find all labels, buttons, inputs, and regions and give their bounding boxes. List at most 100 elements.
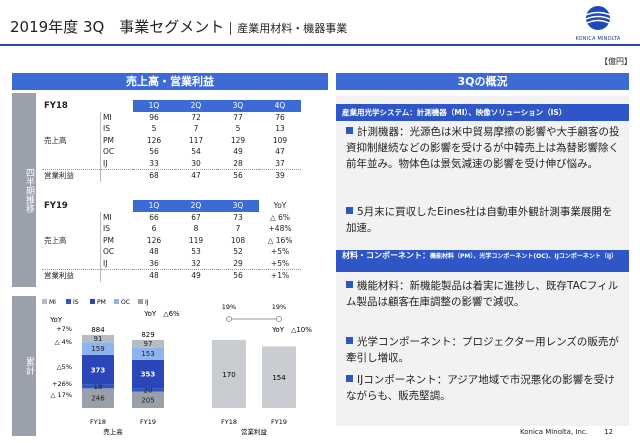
column-header: 1Q (133, 200, 175, 212)
segment-label: IS (100, 123, 133, 135)
table-cell: 28 (233, 158, 243, 168)
legend-label: MI (49, 299, 56, 306)
section-materials: 材料・コンポーネント：機能材料（PM）、光学コンポーネント(OC)、IJコンポー… (336, 250, 629, 272)
row-label (42, 158, 101, 170)
table-cell: 7 (235, 224, 241, 234)
table-row: 営業利益 68 47 56 39 (42, 169, 301, 182)
table-cell: 47 (191, 171, 201, 181)
segment-label: OC (100, 146, 133, 158)
table-row: OC 48 53 52 +5% (42, 246, 301, 258)
table-cell: 7 (193, 124, 199, 134)
header-rule (0, 44, 640, 46)
footer-company: Konica Minolta, Inc. (520, 428, 588, 436)
legend-swatch (42, 299, 47, 304)
table-cell: 49 (191, 271, 201, 281)
table-cell: 126 (146, 135, 162, 145)
yoy-label: △ 17% (50, 391, 72, 399)
legend-swatch (138, 299, 143, 304)
table-cell: 29 (233, 258, 243, 268)
table-cell: +48% (268, 224, 292, 234)
table-cell: 53 (191, 247, 201, 257)
bar-value-label: 153 (141, 350, 154, 358)
table-cell: 30 (191, 158, 201, 168)
row-label: 営業利益 (44, 271, 74, 281)
fy18-table-wrap: FY18 1Q 2Q 3Q 4Q MI 96 72 77 76 IS 5 7 5 13 売上高 PM 1… (42, 100, 301, 182)
row-label: 売上高 (44, 135, 67, 145)
fy19-rows: MI 66 67 73 △ 6% IS 6 8 7 +48% 売上高 PM 126 119 108 △ 16%… (42, 211, 301, 282)
fy18-rows: MI 96 72 77 76 IS 5 7 5 13 売上高 PM 126 117 129 109 OC 56 54… (42, 111, 301, 182)
table-cell: 48 (149, 247, 159, 257)
profit-group-label: 営業利益 (241, 427, 268, 436)
globe-logo-icon (585, 6, 611, 30)
sales-yoy-label: YoY △6% (143, 310, 180, 318)
legend-swatch (114, 299, 119, 304)
stacked-bar-segment (132, 339, 164, 348)
side-label-cumulative: 累計 (12, 296, 36, 436)
margin-point (276, 316, 282, 322)
segment-label: PM (100, 234, 133, 246)
section-optical-systems: 産業用光学システム：計測機器（MI）、映像ソリューション（IS） (336, 104, 629, 121)
table-cell: 54 (191, 147, 201, 157)
unit-label: 【億円】 (600, 57, 632, 66)
table-row: MI 66 67 73 △ 6% (42, 211, 301, 224)
legend-label: PM (97, 299, 106, 306)
segment-label: IJ (100, 157, 133, 170)
profit-value-label: 170 (222, 371, 235, 379)
bullet-square-icon (346, 375, 353, 382)
row-label (42, 146, 101, 158)
x-tick-label: FY19 (140, 418, 156, 426)
table-row: 売上高 PM 126 117 129 109 (42, 134, 301, 146)
row-label (42, 212, 101, 224)
segment-label: IJ (100, 257, 133, 270)
bar-value-label: 373 (91, 366, 106, 374)
table-cell: 73 (233, 212, 243, 222)
side-label-quarterly: 四半期推移 (12, 93, 36, 287)
table-cell: 76 (275, 112, 285, 122)
table-cell: 68 (149, 171, 159, 181)
sales-profit-banner: 売上高・営業利益 (12, 73, 328, 90)
segment-label: MI (100, 111, 133, 123)
page-subtitle: 産業用材料・機器事業 (230, 22, 348, 35)
stacked-bar-segment (132, 391, 164, 408)
table-row: IS 6 8 7 +48% (42, 223, 301, 235)
bar-total-label: 884 (91, 326, 105, 334)
table-cell: 48 (149, 271, 159, 281)
bullet-ij-components: IJコンポーネント：アジア地域で市況悪化の影響を受けながらも、販売堅調。 (346, 374, 615, 402)
bar-value-label: 205 (141, 396, 154, 404)
table-cell: 52 (233, 247, 243, 257)
bullet-functional-materials: 機能材料：新機能製品は着実に進捗し、既存TACフィルム製品は顧客在庫調整の影響で… (346, 280, 619, 308)
segment-label: IS (100, 223, 133, 235)
table-cell: 13 (275, 124, 285, 134)
bullet-square-icon (346, 281, 353, 288)
legend-swatch (90, 299, 95, 304)
yoy-label: +26% (52, 380, 72, 388)
table-cell: 5 (151, 124, 157, 134)
stacked-bar-segment (82, 342, 114, 355)
table-cell: △ 16% (267, 235, 293, 245)
table-row: 売上高 PM 126 119 108 △ 16% (42, 234, 301, 246)
margin-label: 19% (272, 303, 286, 311)
legend-label: IS (73, 299, 79, 306)
yoy-label: △ 4% (55, 338, 72, 346)
column-header: 4Q (259, 100, 301, 112)
row-label (42, 223, 101, 235)
profit-yoy-label: YoY △10% (271, 326, 312, 334)
table-cell: 67 (191, 212, 201, 222)
table-cell: △ 6% (269, 212, 291, 222)
table-row: IJ 33 30 28 37 (42, 157, 301, 170)
table-row: OC 56 54 49 47 (42, 146, 301, 158)
column-header: 3Q (217, 100, 259, 112)
bullet-optical-components: 光学コンポーネント：プロジェクター用レンズの販売が牽引し増収。 (346, 336, 619, 364)
column-header: 2Q (175, 200, 217, 212)
bullet-eines: 5月末に買収したEines社は自動車外観計測事業展開を加速。 (346, 206, 613, 234)
fy19-table-wrap: FY19 1Q 2Q 3Q YoY MI 66 67 73 △ 6% IS 6 8 7 +48% 売… (42, 200, 301, 282)
table-cell: 108 (230, 235, 246, 245)
profit-value-label: 154 (272, 374, 286, 382)
row-label (42, 246, 101, 258)
stacked-bar-segment (82, 388, 114, 408)
table-cell: 117 (188, 135, 204, 145)
table-cell: 36 (149, 258, 159, 268)
bullet-measuring: 計測機器：光源色は米中貿易摩擦の影響や大手顧客の投資抑制継続などの影響を受けるが… (346, 126, 620, 170)
table-row: IS 5 7 5 13 (42, 123, 301, 135)
